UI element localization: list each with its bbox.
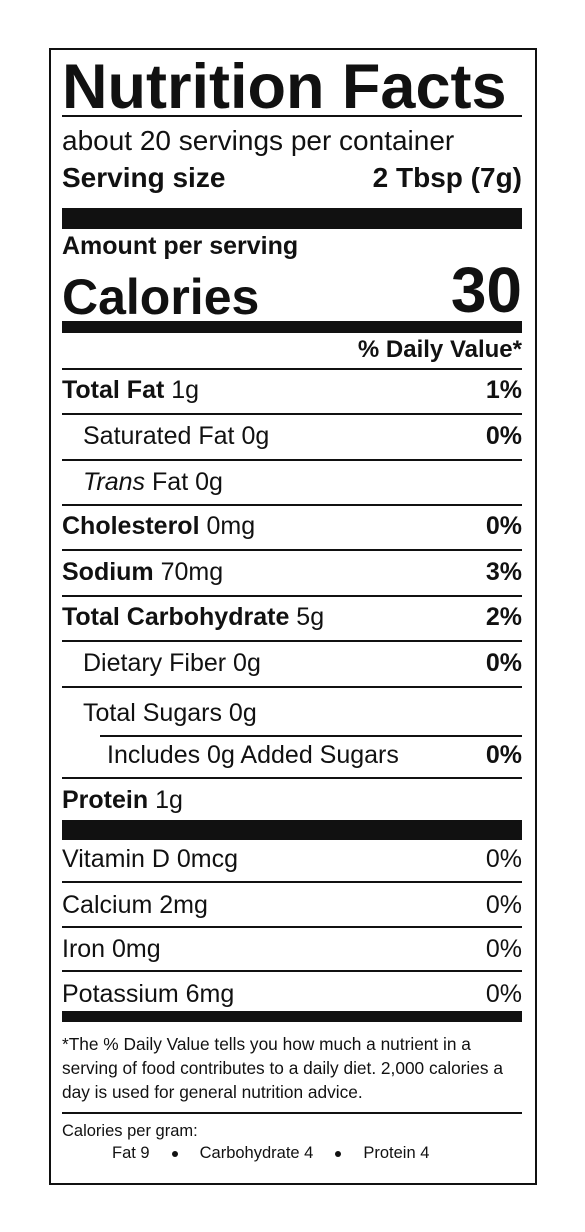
nutrient-row: Dietary Fiber 0g 0% [62,651,522,676]
vitamin-name: Calcium 2mg [62,891,208,919]
nutrient-name: Cholesterol [62,512,200,540]
nutrient-name: Total Carbohydrate [62,603,290,631]
rule [62,881,522,883]
nutrient-row: Total Carbohydrate 5g 2% [62,605,522,630]
nutrient-name: Sodium [62,558,154,586]
serving-size-label: Serving size [62,162,226,193]
medium-bar [62,321,522,333]
nutrient-name: Dietary Fiber [83,649,227,677]
nutrient-amount: 1g [171,376,200,404]
nutrient-row: Total Sugars 0g [62,701,522,726]
daily-value: 0% [485,980,522,1008]
title: Nutrition Facts [62,52,507,122]
nutrient-amount: 0g [241,422,270,450]
vitamin-row: Calcium 2mg 0% [62,893,522,918]
label-border [49,48,537,1185]
nutrient-row: Total Fat 1g 1% [62,378,522,403]
nutrient-row: Sodium 70mg 3% [62,560,522,585]
daily-value: 0% [485,845,522,873]
vitamin-name: Vitamin D 0mcg [62,845,238,873]
rule [62,686,522,688]
medium-bar [62,1011,522,1022]
nutrient-row: Trans Fat 0g [62,470,522,495]
nutrient-row: Saturated Fat 0g 0% [62,424,522,449]
rule [62,970,522,972]
carbohydrate-per-gram: Carbohydrate 4 [199,1144,314,1162]
rule [62,1112,522,1114]
daily-value: 1% [485,376,522,404]
rule [62,413,522,415]
daily-value: 0% [485,422,522,450]
nutrient-amount: 5g [296,603,325,631]
footnote: *The % Daily Value tells you how much a … [62,1034,503,1102]
daily-value: 0% [485,512,522,540]
amount-per-serving: Amount per serving [62,232,299,260]
daily-value-header: % Daily Value* [357,336,522,363]
nutrient-name: Protein [62,786,149,814]
nutrient-name: Fat [152,468,189,496]
rule [62,640,522,642]
rule [62,595,522,597]
fat-per-gram: Fat 9 [112,1144,150,1162]
daily-value: 3% [485,558,522,586]
calories-value: 30 [450,254,522,326]
nutrient-amount: 1g [155,786,183,814]
nutrient-name: Total Sugars [83,699,222,727]
nutrient-name: Saturated Fat [83,422,235,450]
nutrient-name: Includes 0g Added Sugars [107,741,399,769]
serving-size-value: 2 Tbsp (7g) [372,162,522,193]
nutrient-row: Protein 1g [62,788,522,813]
bullet [335,1150,342,1157]
nutrient-row: Cholesterol 0mg 0% [62,514,522,539]
rule [62,549,522,551]
bullet [171,1150,178,1157]
servings: about 20 servings per container [62,125,455,156]
rule [62,115,522,117]
vitamin-row: Potassium 6mg 0% [62,982,522,1007]
rule [62,459,522,461]
calories-per-gram: Calories per gram: [62,1122,198,1140]
nutrient-amount: 0g [228,699,257,727]
nutrient-amount: 0mg [206,512,256,540]
protein-per-gram: Protein 4 [363,1144,430,1162]
rule [62,926,522,928]
daily-value: 0% [485,649,522,677]
daily-value: 0% [485,935,522,963]
rule [62,368,522,370]
thick-bar [62,820,522,840]
serving-size: Serving size 2 Tbsp (7g) [62,164,522,192]
vitamin-name: Iron 0mg [62,935,161,963]
vitamin-row: Iron 0mg 0% [62,937,522,962]
rule [62,777,522,779]
daily-value: 2% [485,603,522,631]
daily-value: 0% [485,891,522,919]
nutrient-amount: 0g [233,649,261,677]
vitamin-name: Potassium 6mg [62,980,235,1008]
nutrient-amount: 0g [195,468,223,496]
nutrient-name-italic: Trans [83,468,146,496]
nutrient-name: Total Fat [62,376,165,404]
rule [100,735,522,737]
nutrient-amount: 70mg [160,558,224,586]
rule [62,504,522,506]
daily-value: 0% [485,741,522,769]
calories: Calories 30 [62,254,522,326]
thick-bar [62,208,522,229]
calories-per-gram-values: Fat 9 Carbohydrate 4 Protein 4 [62,1145,572,1162]
nutrient-row: Includes 0g Added Sugars 0% [62,743,522,768]
calories-label: Calories [62,269,260,325]
vitamin-row: Vitamin D 0mcg 0% [62,847,522,872]
